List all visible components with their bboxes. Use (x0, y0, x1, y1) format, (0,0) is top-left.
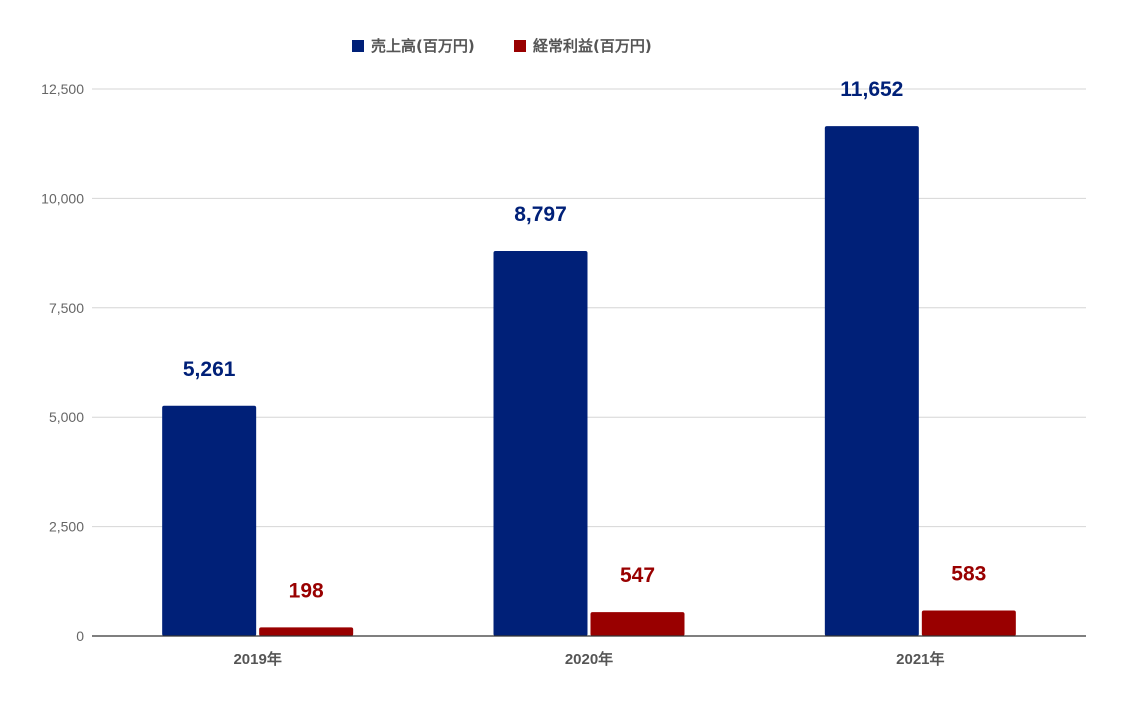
y-tick-label: 2,500 (49, 519, 84, 535)
bar-sales-2020年 (493, 251, 588, 636)
legend-label: 経常利益(百万円) (533, 37, 652, 55)
data-label: 8,797 (514, 203, 567, 226)
data-label: 11,652 (840, 78, 903, 101)
data-label: 5,261 (183, 358, 236, 381)
y-tick-label: 12,500 (41, 81, 84, 97)
data-labels: 5,261 198 8,797 547 11,652 583 (183, 78, 986, 602)
legend: 売上高(百万円) 経常利益(百万円) (352, 37, 652, 55)
x-tick-label: 2020年 (565, 650, 613, 668)
y-axis: 0 2,500 5,000 7,500 10,000 12,500 (41, 81, 84, 644)
y-tick-label: 0 (76, 628, 84, 644)
bar-profit-2019年 (259, 627, 354, 636)
bar-sales-2019年 (162, 405, 257, 636)
x-tick-label: 2019年 (233, 650, 281, 668)
x-tick-label: 2021年 (896, 650, 944, 668)
legend-label: 売上高(百万円) (371, 37, 475, 55)
grid (92, 88, 1086, 528)
bars (162, 126, 1016, 636)
y-tick-label: 10,000 (41, 190, 84, 206)
legend-swatch (514, 40, 526, 52)
y-tick-label: 7,500 (49, 300, 84, 316)
data-label: 583 (951, 562, 986, 585)
legend-swatch (352, 40, 364, 52)
bar-profit-2021年 (921, 610, 1016, 636)
data-label: 198 (289, 579, 324, 602)
y-tick-label: 5,000 (49, 409, 84, 425)
x-axis: 2019年 2020年 2021年 (233, 650, 944, 668)
data-label: 547 (620, 564, 655, 587)
bar-profit-2020年 (590, 612, 685, 636)
bar-sales-2021年 (824, 126, 919, 636)
